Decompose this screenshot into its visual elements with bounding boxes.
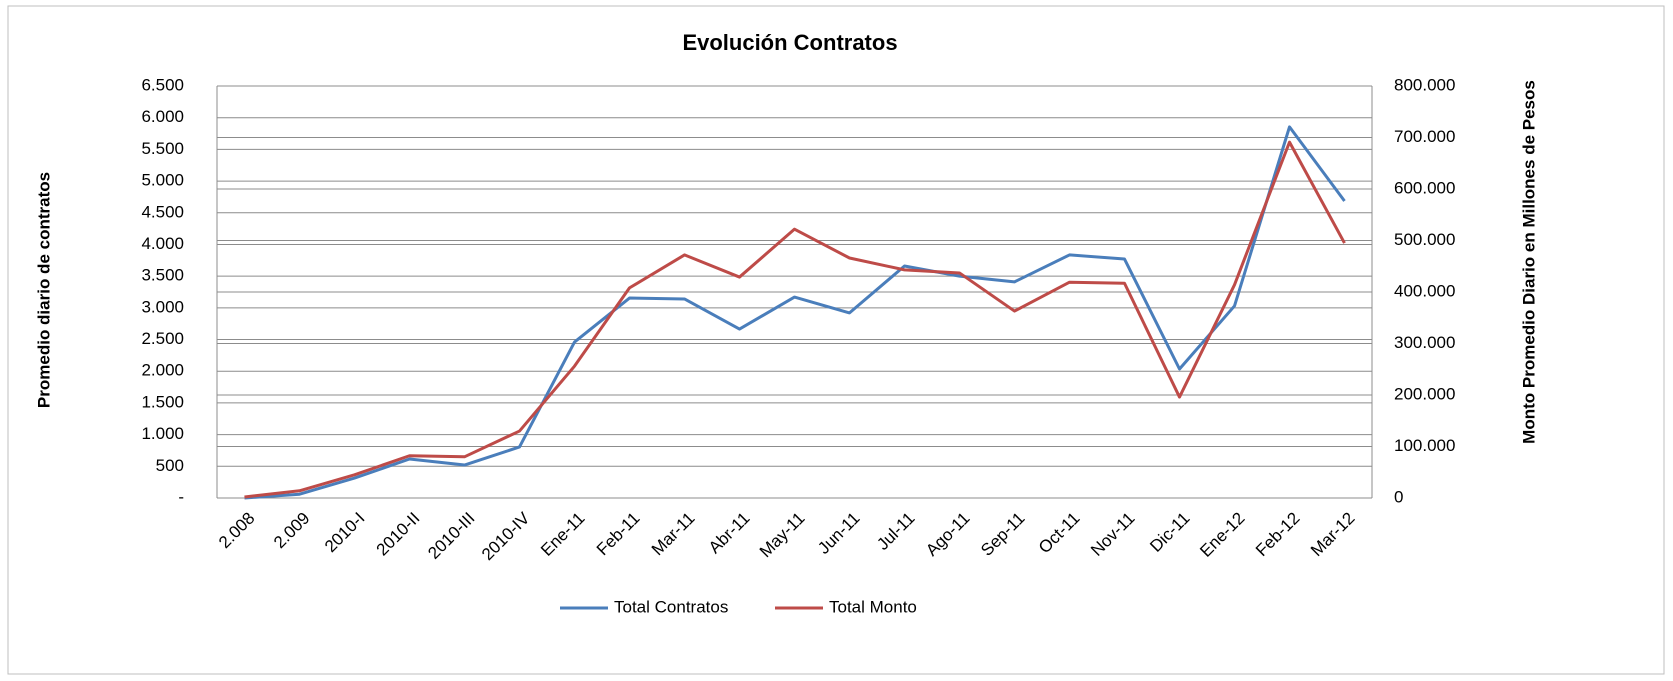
- y-tick-label: 1.000: [141, 424, 184, 443]
- y-tick-label: 3.000: [141, 297, 184, 316]
- line-series: [244, 140, 1346, 499]
- y-tick-label: 3.500: [141, 266, 184, 285]
- chart-title: Evolución Contratos: [682, 30, 897, 55]
- y2-axis-label: Monto Promedio Diario en Millones de Pes…: [1519, 80, 1538, 444]
- y-tick-label: 5.000: [141, 171, 184, 190]
- y2-tick-label: 200.000: [1394, 384, 1455, 403]
- y2-tick-label: 0: [1394, 487, 1403, 506]
- y-tick-label: 2.500: [141, 329, 184, 348]
- y-axis-label: Promedio diario de contratos: [34, 172, 53, 408]
- y-tick-label: 500: [156, 456, 184, 475]
- y-tick-label: 4.000: [141, 234, 184, 253]
- y2-tick-label: 500.000: [1394, 230, 1455, 249]
- y-tick-label: 5.500: [141, 139, 184, 158]
- y-tick-label: -: [178, 487, 184, 506]
- y-tick-label: 4.500: [141, 202, 184, 221]
- y2-tick-label: 300.000: [1394, 333, 1455, 352]
- y2-tick-label: 800.000: [1394, 75, 1455, 94]
- y2-tick-label: 700.000: [1394, 127, 1455, 146]
- y2-tick-label: 100.000: [1394, 436, 1455, 455]
- y-tick-label: 2.000: [141, 361, 184, 380]
- y2-tick-label: 400.000: [1394, 281, 1455, 300]
- y-tick-label: 6.500: [141, 75, 184, 94]
- y-tick-label: 6.000: [141, 107, 184, 126]
- y2-tick-label: 600.000: [1394, 178, 1455, 197]
- y-tick-label: 1.500: [141, 392, 184, 411]
- legend-label: Total Contratos: [614, 597, 728, 616]
- line-series: [244, 125, 1346, 500]
- legend-label: Total Monto: [829, 597, 917, 616]
